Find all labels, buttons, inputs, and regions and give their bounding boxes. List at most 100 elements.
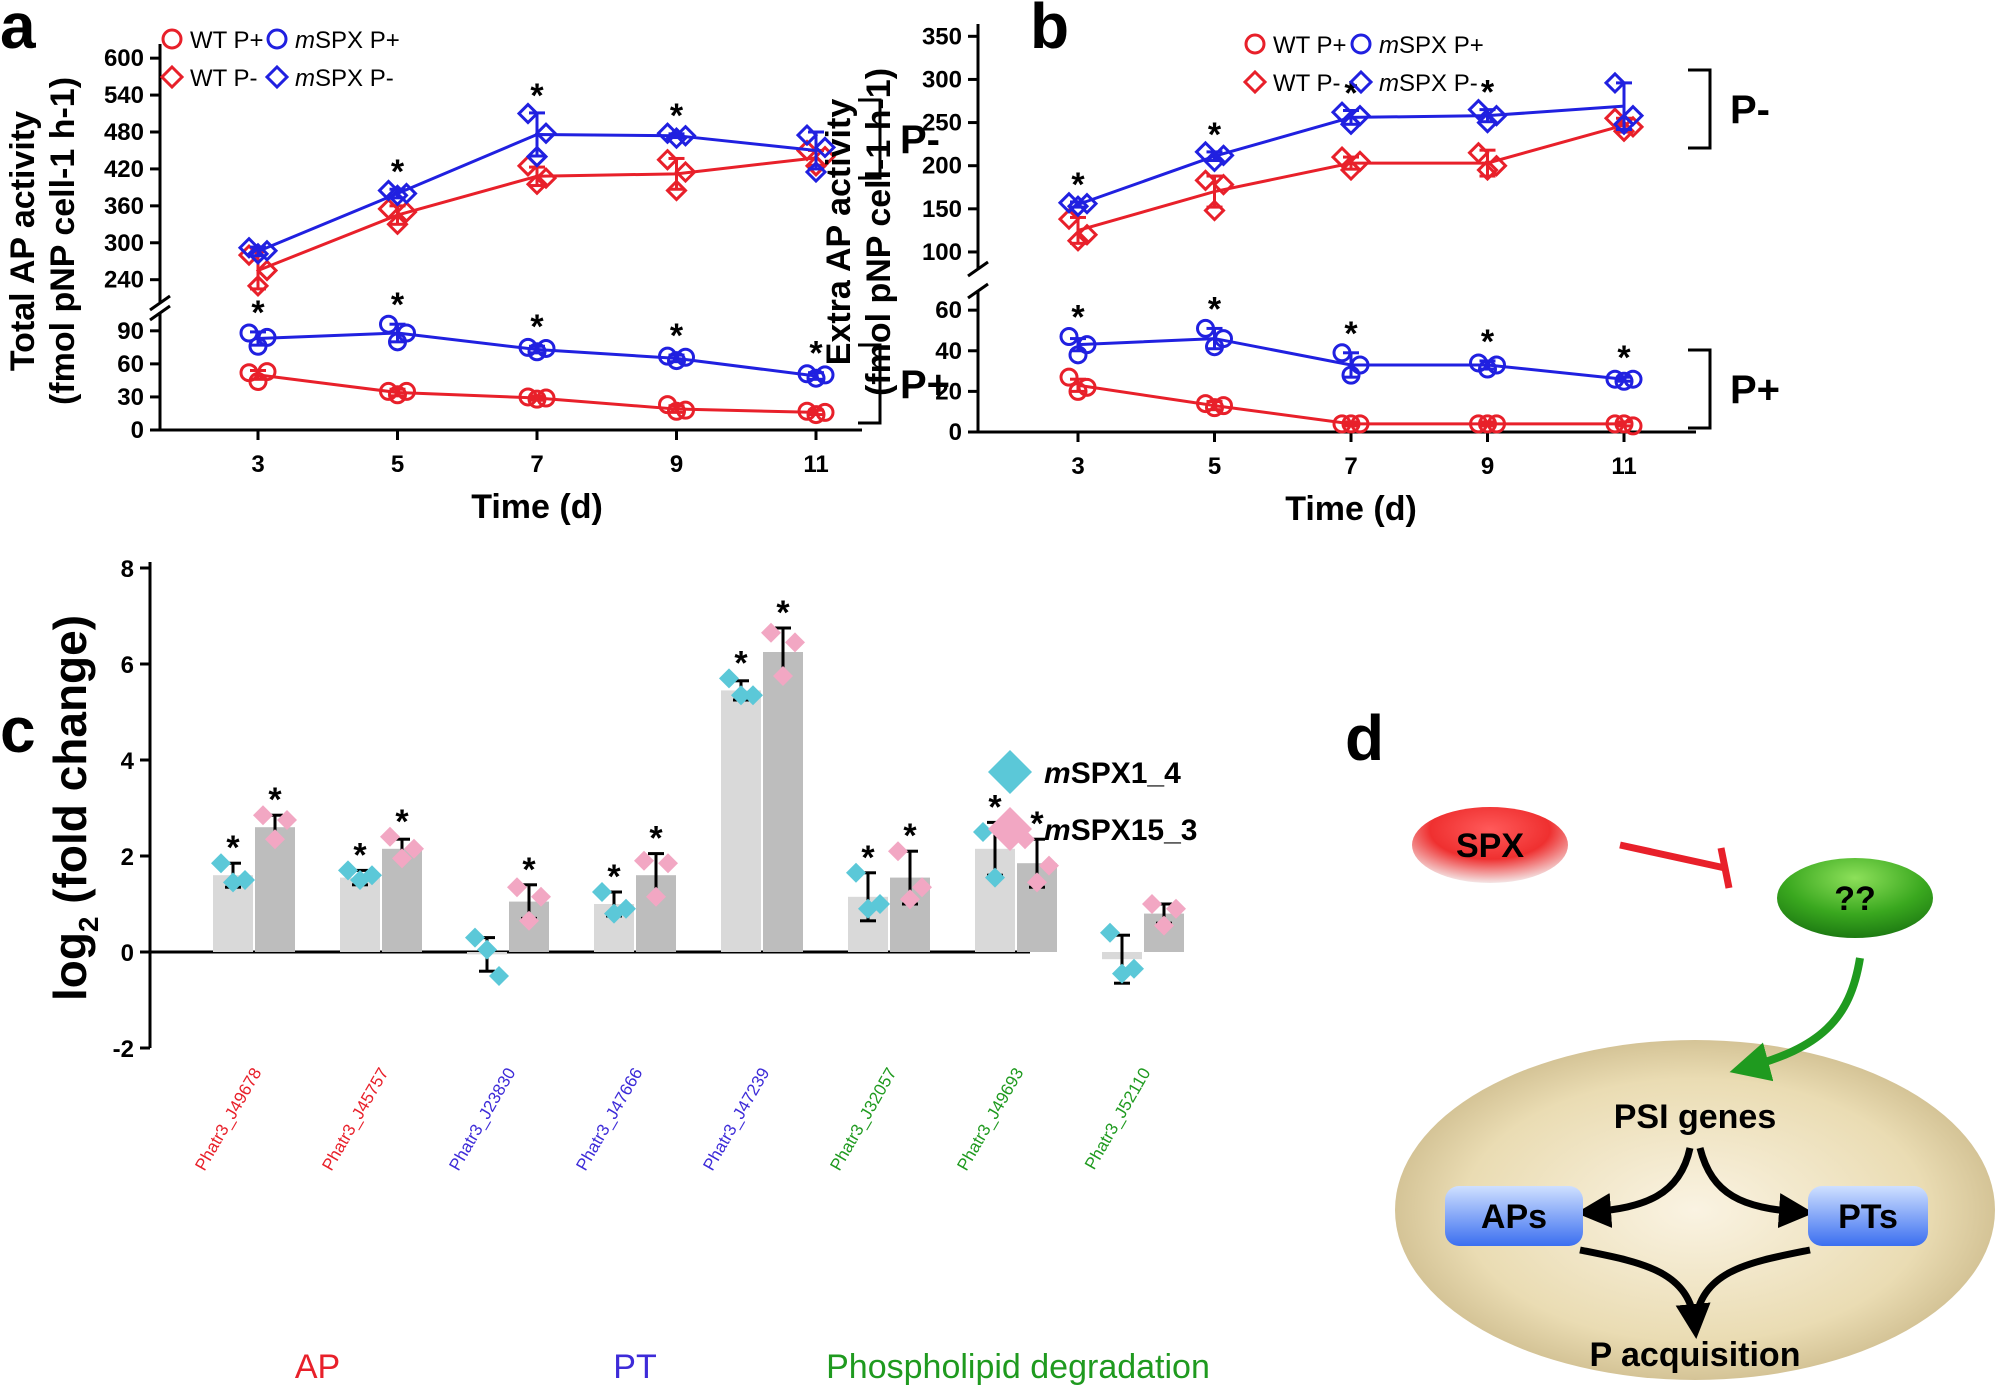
data-point <box>255 239 279 262</box>
panel-label-b: b <box>1030 0 1069 62</box>
data-point <box>379 314 398 334</box>
legend-label: mSPX1_4 <box>1044 757 1181 790</box>
legend-marker <box>1244 33 1266 55</box>
significance-star: * <box>861 839 875 877</box>
arrow-aps-merge <box>1579 1246 1711 1339</box>
y-tick-label: 100 <box>922 239 962 266</box>
data-point <box>397 323 416 343</box>
significance-star: * <box>530 308 544 346</box>
data-point <box>397 381 416 401</box>
significance-star: * <box>670 97 684 135</box>
data-point <box>477 939 497 960</box>
y-tick-label: 150 <box>922 196 962 223</box>
data-point <box>1341 414 1361 434</box>
significance-star: * <box>391 153 405 191</box>
significance-star: * <box>395 803 409 841</box>
y-axis-title: Extra AP activity <box>820 99 858 366</box>
data-point <box>1214 329 1233 349</box>
data-point <box>813 145 837 168</box>
legend-label: WT P+ <box>1273 32 1347 59</box>
data-point <box>676 400 695 420</box>
data-point <box>676 347 695 367</box>
y-tick-label: 90 <box>117 318 144 345</box>
significance-star: * <box>1481 323 1495 361</box>
legend-label: WT P- <box>1273 70 1341 97</box>
legend-marker <box>1242 69 1268 95</box>
data-point <box>870 894 890 914</box>
data-point <box>1214 396 1233 416</box>
data-point <box>806 368 826 388</box>
data-point <box>1476 158 1499 182</box>
data-point <box>1485 154 1508 177</box>
x-tick-label: 9 <box>670 451 683 478</box>
significance-star: * <box>1208 116 1222 154</box>
y-tick-label: 4 <box>121 748 135 775</box>
y-tick-label: 360 <box>104 193 144 220</box>
data-point <box>265 829 285 850</box>
data-point <box>404 838 424 859</box>
data-point <box>1166 898 1186 919</box>
y-tick-label: 60 <box>117 351 144 378</box>
data-point <box>534 167 558 190</box>
data-point <box>1469 414 1488 434</box>
legend-marker <box>161 28 183 50</box>
data-point <box>985 867 1005 888</box>
legend-label: mSPX15_3 <box>1044 814 1197 847</box>
data-point <box>1066 195 1090 218</box>
data-point <box>1203 150 1226 173</box>
bracket-label-p-plus: P+ <box>1730 368 1780 412</box>
data-point <box>1478 414 1497 434</box>
significance-star: * <box>522 851 536 889</box>
y-tick-label: 200 <box>922 153 962 180</box>
x-axis-title: Time (d) <box>1285 490 1417 528</box>
data-point <box>813 136 837 159</box>
data-point <box>211 853 231 874</box>
data-point <box>674 124 697 147</box>
bar <box>763 652 803 952</box>
y-tick-label: 540 <box>104 82 144 109</box>
data-point <box>1348 104 1372 127</box>
category-group-label: Phospholipid degradation <box>826 1348 1210 1386</box>
y-tick-label: 0 <box>131 417 144 444</box>
data-point <box>1203 199 1226 222</box>
data-point <box>465 927 485 948</box>
y-tick-label: 300 <box>104 230 144 257</box>
legend-label: WT P+ <box>190 27 264 54</box>
data-point <box>1100 922 1120 943</box>
bracket-p-plus <box>858 343 882 425</box>
arrow-pts-merge <box>1691 1246 1811 1326</box>
significance-star: * <box>1071 299 1085 337</box>
data-point <box>257 362 277 382</box>
y-tick-label: 0 <box>949 419 962 446</box>
significance-star: * <box>1481 74 1495 112</box>
data-point <box>1614 371 1634 391</box>
data-point <box>531 886 551 907</box>
data-point <box>667 401 686 421</box>
data-point <box>525 145 549 168</box>
data-point <box>1487 414 1506 434</box>
bracket-label-p-plus: P+ <box>900 363 950 407</box>
data-point <box>1614 414 1634 434</box>
legend-label: mSPX P+ <box>1379 32 1484 59</box>
significance-star: * <box>649 820 663 858</box>
data-point <box>525 173 549 196</box>
data-point <box>255 259 279 282</box>
aps-label: APs <box>1481 1198 1547 1236</box>
significance-star: * <box>268 781 282 819</box>
axis-break-mark <box>149 294 171 312</box>
data-point <box>1605 414 1625 434</box>
data-point <box>534 122 558 145</box>
data-point <box>1027 872 1047 893</box>
y-tick-label: 600 <box>104 45 144 72</box>
data-point <box>1205 398 1224 418</box>
data-point <box>380 826 400 847</box>
unknown-label: ?? <box>1834 880 1876 918</box>
data-point <box>277 810 297 830</box>
data-point <box>395 200 418 224</box>
chart-c: -2 0 2 4 6 8 log2 (fold change) * * Phatr3_J49678… <box>44 556 1210 1386</box>
gene-label: Phatr3_J47239 <box>699 1065 773 1174</box>
data-point <box>1467 98 1490 121</box>
bracket-label-p-minus: P- <box>900 118 940 162</box>
data-point <box>386 184 409 207</box>
data-point <box>888 841 908 862</box>
